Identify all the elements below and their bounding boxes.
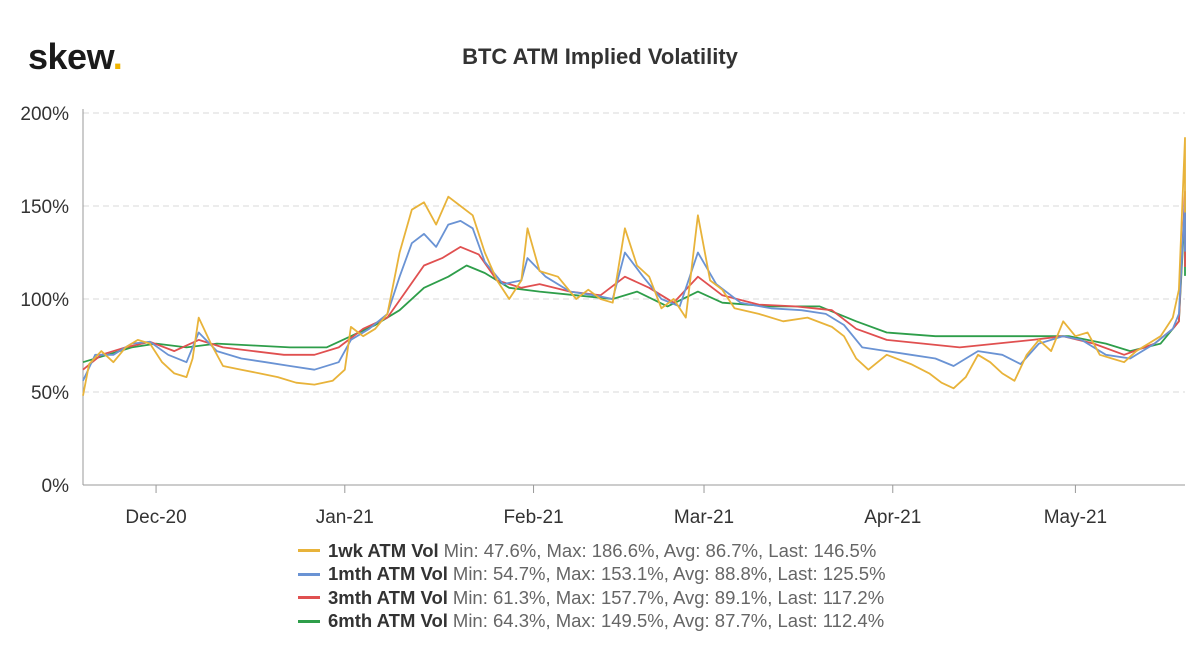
x-tick-label: Mar-21 <box>674 507 734 528</box>
legend-series-stats: Min: 47.6%, Max: 186.6%, Avg: 86.7%, Las… <box>443 539 877 561</box>
y-tick-label: 50% <box>31 383 69 404</box>
legend-series-name: 6mth ATM Vol <box>328 610 448 632</box>
y-tick-label: 0% <box>42 476 70 497</box>
series-line-6mth <box>82 205 1186 364</box>
x-tick-label: Feb-21 <box>503 507 563 528</box>
y-tick-label: 150% <box>20 197 69 218</box>
y-tick-label: 200% <box>20 104 69 125</box>
series-line-3mth <box>82 190 1186 371</box>
legend-swatch <box>298 619 320 623</box>
legend: 1wk ATM Vol Min: 47.6%, Max: 186.6%, Avg:… <box>298 539 886 633</box>
series-lines <box>82 136 1186 396</box>
series-line-1wk <box>82 136 1186 396</box>
legend-series-stats: Min: 54.7%, Max: 153.1%, Avg: 88.8%, Las… <box>452 563 886 585</box>
brand-logo: skew. <box>28 36 123 78</box>
legend-item[interactable]: 1mth ATM Vol Min: 54.7%, Max: 153.1%, Avg… <box>298 563 886 587</box>
x-tick-label: Dec-20 <box>125 507 186 528</box>
legend-series-name: 1wk ATM Vol <box>328 539 439 561</box>
series-line-1mth <box>82 199 1186 382</box>
brand-name: skew <box>28 36 113 77</box>
brand-dot: . <box>112 36 123 77</box>
grid <box>83 112 1185 393</box>
legend-swatch <box>298 549 320 553</box>
y-tick-label: 100% <box>20 290 69 311</box>
legend-item[interactable]: 6mth ATM Vol Min: 64.3%, Max: 149.5%, Avg… <box>298 610 886 634</box>
legend-swatch <box>298 596 320 600</box>
legend-series-stats: Min: 64.3%, Max: 149.5%, Avg: 87.7%, Las… <box>452 610 885 632</box>
legend-swatch <box>298 572 320 576</box>
legend-series-name: 3mth ATM Vol <box>328 586 448 608</box>
chart-title: BTC ATM Implied Volatility <box>462 44 738 69</box>
x-tick-label: May-21 <box>1044 507 1107 528</box>
x-tick-label: Apr-21 <box>864 507 921 528</box>
legend-series-stats: Min: 61.3%, Max: 157.7%, Avg: 89.1%, Las… <box>452 586 885 608</box>
legend-item[interactable]: 3mth ATM Vol Min: 61.3%, Max: 157.7%, Avg… <box>298 586 886 610</box>
legend-series-name: 1mth ATM Vol <box>328 563 448 585</box>
axes: 0% 50% 100% 150% 200% Dec-20 Jan-21 Feb-21 Mar-2… <box>20 104 1185 528</box>
legend-item[interactable]: 1wk ATM Vol Min: 47.6%, Max: 186.6%, Avg:… <box>298 539 886 563</box>
x-tick-label: Jan-21 <box>316 507 374 528</box>
